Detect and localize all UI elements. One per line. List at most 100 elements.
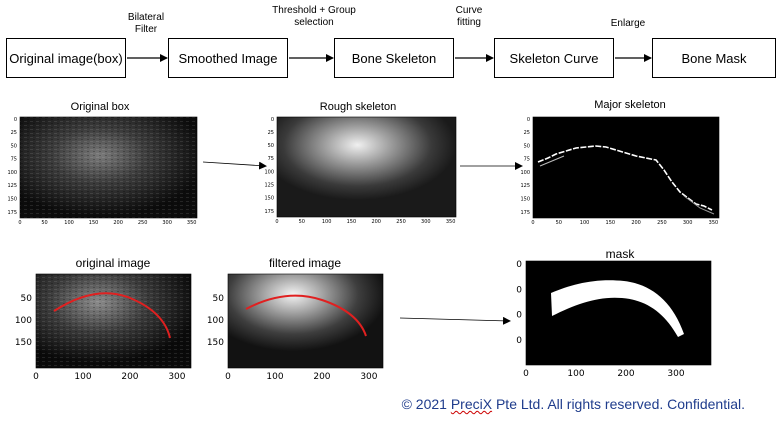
x-tick-label: 0 bbox=[225, 372, 231, 382]
y-tick-label: 0 bbox=[14, 117, 17, 123]
x-tick-label: 50 bbox=[299, 219, 305, 225]
x-tick-label: 50 bbox=[41, 220, 47, 226]
y-tick-label: 150 bbox=[520, 197, 530, 203]
x-tick-label: 0 bbox=[531, 220, 534, 226]
x-tick-label: 250 bbox=[657, 220, 667, 226]
y-tick-label: 25 bbox=[268, 130, 274, 136]
pipeline-box-smoothed: Smoothed Image bbox=[168, 38, 288, 78]
panel-rough-skeleton bbox=[276, 116, 457, 218]
y-tick-label: 100 bbox=[264, 169, 274, 175]
y-tick-label: 125 bbox=[520, 183, 530, 189]
x-tick-label: 150 bbox=[347, 219, 357, 225]
fitted-curve bbox=[245, 294, 367, 337]
y-tick-label: 75 bbox=[268, 156, 274, 162]
pipeline-box-curve: Skeleton Curve bbox=[494, 38, 614, 78]
footer-prefix: © 2021 bbox=[401, 396, 451, 412]
x-tick-label: 200 bbox=[113, 220, 123, 226]
step-label-curve-fitting: Curve fitting bbox=[455, 5, 483, 28]
fitted-curve bbox=[53, 292, 171, 339]
pipeline-box-label: Original image(box) bbox=[9, 50, 123, 66]
x-tick-label: 300 bbox=[360, 372, 377, 382]
panel-title-mask: mask bbox=[605, 247, 635, 261]
x-tick-label: 250 bbox=[138, 220, 148, 226]
footer-company: PreciX bbox=[450, 396, 493, 412]
pipeline-box-original: Original image(box) bbox=[6, 38, 126, 78]
x-tick-label: 200 bbox=[617, 369, 634, 379]
x-tick-label: 300 bbox=[421, 219, 431, 225]
panel-original-box bbox=[19, 116, 198, 219]
y-tick-label: 50 bbox=[11, 143, 17, 149]
x-tick-label: 200 bbox=[631, 220, 641, 226]
pipeline-box-skeleton: Bone Skeleton bbox=[334, 38, 454, 78]
y-tick-label: 0 bbox=[527, 117, 530, 123]
x-tick-label: 200 bbox=[121, 372, 138, 382]
x-tick-label: 300 bbox=[683, 220, 693, 226]
y-tick-label: 25 bbox=[11, 130, 17, 136]
x-tick-label: 200 bbox=[371, 219, 381, 225]
panel-arrow bbox=[202, 161, 267, 170]
x-tick-label: 100 bbox=[322, 219, 332, 225]
y-tick-label: 50 bbox=[21, 294, 33, 304]
y-tick-label: 0 bbox=[516, 285, 522, 295]
y-tick-label: 175 bbox=[520, 210, 530, 216]
x-tick-label: 350 bbox=[446, 219, 456, 225]
x-tick-label: 300 bbox=[168, 372, 185, 382]
y-tick-label: 100 bbox=[7, 170, 17, 176]
x-tick-label: 100 bbox=[580, 220, 590, 226]
y-tick-label: 100 bbox=[15, 316, 32, 326]
x-tick-label: 350 bbox=[187, 220, 197, 226]
y-tick-label: 0 bbox=[516, 311, 522, 321]
x-tick-label: 150 bbox=[606, 220, 616, 226]
x-tick-label: 250 bbox=[396, 219, 406, 225]
panel-arrow bbox=[399, 316, 511, 325]
x-tick-label: 300 bbox=[162, 220, 172, 226]
panel-title-original-image: original image bbox=[75, 256, 151, 270]
y-tick-label: 100 bbox=[207, 316, 224, 326]
y-tick-label: 100 bbox=[520, 170, 530, 176]
y-tick-label: 125 bbox=[264, 183, 274, 189]
y-tick-label: 150 bbox=[7, 197, 17, 203]
y-tick-label: 0 bbox=[516, 336, 522, 346]
x-tick-label: 0 bbox=[275, 219, 278, 225]
x-tick-label: 0 bbox=[18, 220, 21, 226]
pipeline-box-label: Skeleton Curve bbox=[509, 50, 599, 66]
y-tick-label: 50 bbox=[213, 294, 225, 304]
x-tick-label: 200 bbox=[313, 372, 330, 382]
x-tick-label: 0 bbox=[33, 372, 39, 382]
x-tick-label: 150 bbox=[89, 220, 99, 226]
step-label-bilateral: Bilateral Filter bbox=[127, 12, 165, 35]
panel-filtered-image bbox=[227, 273, 384, 369]
x-tick-label: 100 bbox=[266, 372, 283, 382]
y-tick-label: 150 bbox=[207, 338, 224, 348]
y-tick-label: 75 bbox=[524, 157, 530, 163]
panel-major-skeleton bbox=[532, 116, 720, 219]
y-tick-label: 175 bbox=[264, 209, 274, 215]
y-tick-label: 175 bbox=[7, 210, 17, 216]
x-tick-label: 300 bbox=[667, 369, 684, 379]
pipeline-box-label: Smoothed Image bbox=[178, 50, 278, 66]
panel-title-rough-skeleton: Rough skeleton bbox=[319, 101, 397, 113]
panel-original-image bbox=[35, 273, 192, 369]
panel-title-major-skeleton: Major skeleton bbox=[594, 99, 666, 111]
x-tick-label: 100 bbox=[74, 372, 91, 382]
x-tick-label: 50 bbox=[556, 220, 562, 226]
y-tick-label: 150 bbox=[15, 338, 32, 348]
y-tick-label: 0 bbox=[271, 117, 274, 123]
x-tick-label: 100 bbox=[64, 220, 74, 226]
x-tick-label: 100 bbox=[567, 369, 584, 379]
y-tick-label: 75 bbox=[11, 157, 17, 163]
panel-title-original-box: Original box bbox=[70, 101, 130, 113]
step-label-enlarge: Enlarge bbox=[610, 18, 646, 29]
y-tick-label: 50 bbox=[524, 143, 530, 149]
panel-title-filtered-image: filtered image bbox=[268, 256, 342, 270]
bone-mask-shape bbox=[551, 280, 684, 337]
pipeline-box-label: Bone Skeleton bbox=[351, 50, 437, 66]
pipeline-box-mask: Bone Mask bbox=[652, 38, 776, 78]
footer-suffix: Pte Ltd. All rights reserved. Confidenti… bbox=[492, 396, 745, 412]
y-tick-label: 0 bbox=[516, 260, 522, 270]
y-tick-label: 150 bbox=[264, 196, 274, 202]
copyright-footer: © 2021 PreciX Pte Ltd. All rights reserv… bbox=[402, 396, 745, 412]
skeleton-line bbox=[537, 145, 713, 211]
x-tick-label: 350 bbox=[709, 220, 719, 226]
